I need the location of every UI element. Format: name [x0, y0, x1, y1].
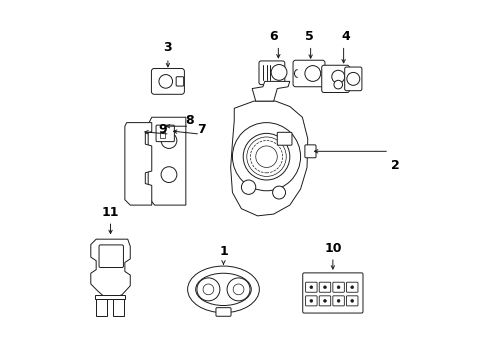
FancyBboxPatch shape: [306, 282, 317, 292]
Circle shape: [305, 66, 320, 81]
FancyBboxPatch shape: [333, 296, 344, 306]
FancyBboxPatch shape: [303, 273, 363, 313]
Text: 1: 1: [219, 245, 228, 258]
Circle shape: [351, 300, 354, 302]
Circle shape: [337, 300, 340, 302]
Circle shape: [351, 286, 354, 289]
Polygon shape: [125, 123, 152, 205]
FancyBboxPatch shape: [346, 296, 358, 306]
Circle shape: [242, 180, 256, 194]
FancyBboxPatch shape: [344, 67, 362, 91]
FancyBboxPatch shape: [277, 132, 292, 145]
FancyBboxPatch shape: [322, 65, 349, 93]
FancyBboxPatch shape: [216, 308, 231, 316]
Text: 6: 6: [270, 30, 278, 43]
FancyBboxPatch shape: [151, 68, 184, 94]
Circle shape: [203, 284, 214, 295]
Bar: [96, 297, 107, 316]
Bar: [113, 297, 124, 316]
Text: 4: 4: [341, 30, 350, 43]
Circle shape: [233, 284, 244, 295]
Circle shape: [347, 72, 360, 85]
Circle shape: [334, 80, 343, 89]
Circle shape: [323, 286, 326, 289]
Polygon shape: [91, 239, 130, 297]
FancyBboxPatch shape: [306, 296, 317, 306]
FancyBboxPatch shape: [346, 282, 358, 292]
Circle shape: [310, 300, 313, 302]
Text: 8: 8: [185, 114, 194, 127]
FancyBboxPatch shape: [293, 60, 325, 87]
Circle shape: [161, 133, 177, 148]
Text: 9: 9: [158, 123, 167, 136]
Ellipse shape: [188, 266, 259, 313]
Polygon shape: [252, 81, 290, 101]
Circle shape: [310, 286, 313, 289]
Text: 7: 7: [197, 123, 206, 136]
Bar: [96, 295, 125, 299]
Circle shape: [271, 64, 287, 80]
Circle shape: [227, 278, 250, 301]
Text: 10: 10: [324, 242, 342, 255]
FancyBboxPatch shape: [259, 61, 285, 85]
Circle shape: [337, 286, 340, 289]
FancyBboxPatch shape: [333, 282, 344, 292]
Text: 11: 11: [102, 206, 119, 219]
Polygon shape: [148, 117, 186, 205]
Text: 5: 5: [305, 30, 314, 43]
Bar: [160, 132, 165, 138]
FancyBboxPatch shape: [305, 145, 316, 158]
FancyBboxPatch shape: [176, 77, 184, 86]
Circle shape: [332, 70, 344, 83]
Circle shape: [232, 123, 300, 191]
Circle shape: [323, 300, 326, 302]
FancyBboxPatch shape: [319, 296, 331, 306]
Circle shape: [272, 186, 286, 199]
Text: 2: 2: [391, 159, 400, 172]
Polygon shape: [231, 101, 308, 216]
Ellipse shape: [196, 273, 251, 306]
FancyBboxPatch shape: [99, 245, 123, 267]
Circle shape: [197, 278, 220, 301]
Circle shape: [159, 75, 172, 88]
FancyBboxPatch shape: [156, 125, 174, 141]
Circle shape: [161, 167, 177, 183]
Circle shape: [243, 134, 290, 180]
FancyBboxPatch shape: [319, 282, 331, 292]
Text: 3: 3: [164, 41, 172, 54]
